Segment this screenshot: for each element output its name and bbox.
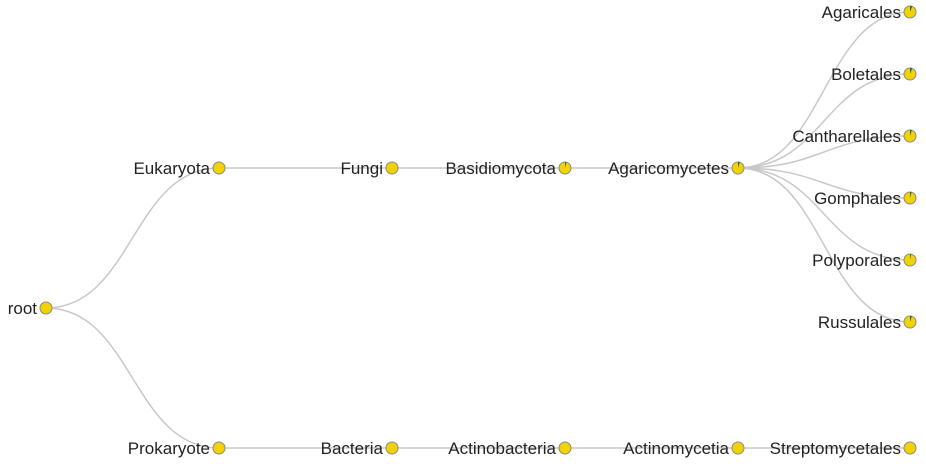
node-slice-agaricomycetes <box>738 162 740 168</box>
node-agaricomycetes[interactable]: Agaricomycetes <box>608 159 745 178</box>
link-root-prokaryote <box>45 307 220 449</box>
link-agaricomycetes-cantharellales <box>737 135 911 169</box>
node-label-agaricomycetes: Agaricomycetes <box>608 159 729 178</box>
node-label-bacteria: Bacteria <box>321 439 384 458</box>
node-label-fungi: Fungi <box>340 159 383 178</box>
node-polyporales[interactable]: Polyporales <box>812 251 917 270</box>
node-label-polyporales: Polyporales <box>812 251 901 270</box>
node-slice-polyporales <box>910 254 912 260</box>
node-cantharellales[interactable]: Cantharellales <box>792 127 917 146</box>
node-gomphales[interactable]: Gomphales <box>814 189 917 208</box>
link-root-eukaryota <box>45 167 220 309</box>
node-boletales[interactable]: Boletales <box>831 65 917 84</box>
node-slice-russulales <box>910 316 912 322</box>
node-prokaryote[interactable]: Prokaryote <box>128 439 226 458</box>
node-label-actinobacteria: Actinobacteria <box>448 439 556 458</box>
node-circle-eukaryota[interactable] <box>212 161 226 175</box>
node-label-cantharellales: Cantharellales <box>792 127 901 146</box>
node-label-russulales: Russulales <box>818 313 901 332</box>
node-bacteria[interactable]: Bacteria <box>321 439 399 458</box>
node-label-eukaryota: Eukaryota <box>133 159 210 178</box>
node-label-gomphales: Gomphales <box>814 189 901 208</box>
tree-nodes: root Eukaryota Fungi Basidiomycota Agaricomy… <box>8 3 917 458</box>
node-circle-actinomycetia[interactable] <box>731 441 745 455</box>
node-label-prokaryote: Prokaryote <box>128 439 210 458</box>
node-slice-boletales <box>910 68 913 74</box>
tree-links <box>45 11 911 449</box>
link-agaricomycetes-gomphales <box>737 167 911 199</box>
node-actinomycetia[interactable]: Actinomycetia <box>623 439 745 458</box>
node-circle-root[interactable] <box>39 301 53 315</box>
link-agaricomycetes-polyporales <box>737 167 911 261</box>
node-circle-actinobacteria[interactable] <box>558 441 572 455</box>
node-circle-fungi[interactable] <box>385 161 399 175</box>
node-circle-prokaryote[interactable] <box>212 441 226 455</box>
node-basidiomycota[interactable]: Basidiomycota <box>445 159 572 178</box>
node-circle-streptomycetales[interactable] <box>903 441 917 455</box>
node-russulales[interactable]: Russulales <box>818 313 917 332</box>
node-label-agaricales: Agaricales <box>822 3 901 22</box>
node-label-basidiomycota: Basidiomycota <box>445 159 556 178</box>
node-label-actinomycetia: Actinomycetia <box>623 439 729 458</box>
node-streptomycetales[interactable]: Streptomycetales <box>770 439 917 458</box>
node-slice-cantharellales <box>910 130 912 136</box>
node-slice-basidiomycota <box>565 162 567 168</box>
node-slice-agaricales <box>910 6 913 12</box>
node-agaricales[interactable]: Agaricales <box>822 3 917 22</box>
node-label-streptomycetales: Streptomycetales <box>770 439 901 458</box>
node-slice-gomphales <box>910 192 912 198</box>
link-agaricomycetes-boletales <box>737 73 911 169</box>
link-agaricomycetes-russulales <box>737 167 911 323</box>
node-root[interactable]: root <box>8 299 53 318</box>
node-fungi[interactable]: Fungi <box>340 159 399 178</box>
node-actinobacteria[interactable]: Actinobacteria <box>448 439 572 458</box>
node-label-root: root <box>8 299 38 318</box>
node-label-boletales: Boletales <box>831 65 901 84</box>
node-eukaryota[interactable]: Eukaryota <box>133 159 226 178</box>
node-circle-bacteria[interactable] <box>385 441 399 455</box>
link-agaricomycetes-agaricales <box>737 11 911 169</box>
